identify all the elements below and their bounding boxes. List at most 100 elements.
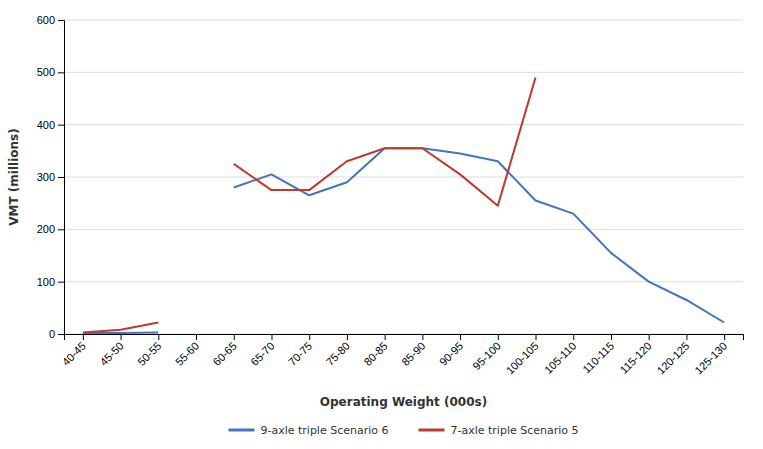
series-line [83,148,724,333]
y-tick-mark [58,20,64,21]
x-tick-mark [347,334,348,340]
grid [64,20,743,334]
x-tick-label: 95-100 [470,340,503,373]
y-tick-label: 100 [37,276,55,288]
plot: 40-45 45-50 50-55 55-60 60-65 65-70 70-75 75-80… [7,14,744,437]
legend: 9-axle triple Scenario 6 7-axle triple Sc… [228,424,578,437]
y-tick: 200 [37,223,64,235]
y-tick-mark [58,334,64,335]
x-tick-label: 70-75 [286,340,314,368]
x-tick-mark [309,334,310,340]
x-axis: 40-45 45-50 50-55 55-60 60-65 65-70 70-75 75-80… [60,334,744,377]
x-tick: 85-90 [399,334,427,368]
x-tick-label: 80-85 [361,340,389,368]
grid-line [64,281,743,282]
x-tick: 105-110 [542,334,578,376]
legend-swatch [228,429,254,432]
x-tick-mark [83,334,84,340]
legend-swatch [419,429,445,432]
y-tick-mark [58,72,64,73]
x-tick-label: 120-125 [655,340,692,377]
y-tick-label: 0 [49,328,55,340]
x-tick: 65-70 [248,334,276,368]
grid-line [64,72,743,73]
grid-line [64,177,743,178]
legend-item: 9-axle triple Scenario 6 [228,424,388,437]
y-tick-label: 300 [37,171,55,183]
x-tick: 100-105 [504,334,541,377]
legend-label: 9-axle triple Scenario 6 [260,424,388,437]
x-tick-label: 110-115 [580,340,616,376]
x-tick: 125-130 [692,334,729,377]
y-tick: 500 [37,66,64,78]
x-axis-title: Operating Weight (000s) [320,395,487,409]
x-tick-mark [686,334,687,340]
x-tick-mark [196,334,197,340]
x-tick: 120-125 [655,334,692,377]
x-tick: 45-50 [97,334,125,368]
x-tick-mark [611,334,612,340]
y-tick-mark [58,177,64,178]
x-tick-mark [724,334,725,340]
x-tick: 115-120 [617,334,653,376]
x-tick-mark [422,334,423,340]
x-tick: 95-100 [470,334,503,372]
y-tick: 100 [37,276,64,288]
lines [83,78,724,333]
x-tick-label: 55-60 [173,340,201,368]
x-tick-mark [573,334,574,340]
legend-label: 7-axle triple Scenario 5 [451,424,579,437]
y-tick-label: 600 [37,14,55,26]
grid-line [64,124,743,125]
x-tick: 40-45 [60,334,88,368]
x-tick: 60-65 [211,334,239,368]
axis-line [65,335,744,341]
y-axis-title: VMT (millions) [7,128,21,225]
y-tick-mark [58,229,64,230]
y-axis: 0 100 200 300 400 500 600 [37,14,65,340]
x-tick-mark [460,334,461,340]
x-tick: 90-95 [437,334,465,368]
x-tick-mark [649,334,650,340]
x-tick-label: 85-90 [399,340,427,368]
x-tick-label: 50-55 [135,340,163,368]
grid-line [64,20,743,21]
x-tick-mark [121,334,122,340]
x-tick-mark [158,334,159,340]
y-tick-label: 400 [37,119,55,131]
legend-item: 7-axle triple Scenario 5 [419,424,579,437]
y-tick: 600 [37,14,64,26]
x-tick-label: 100-105 [504,340,541,377]
x-tick-mark [536,334,537,340]
x-tick-label: 65-70 [248,340,276,368]
x-tick: 55-60 [173,334,201,368]
x-tick: 80-85 [361,334,389,368]
x-tick-label: 75-80 [324,340,352,368]
x-tick-label: 40-45 [60,340,88,368]
x-tick: 70-75 [286,334,314,368]
x-tick-label: 45-50 [97,340,125,368]
y-tick-label: 500 [37,66,55,78]
series-line [83,78,536,333]
x-tick-mark [498,334,499,340]
x-tick-mark [385,334,386,340]
x-tick-label: 90-95 [437,340,465,368]
x-tick: 110-115 [580,334,616,375]
x-tick: 75-80 [324,334,352,368]
x-tick-label: 60-65 [211,340,239,368]
x-tick-label: 105-110 [542,340,578,376]
x-tick: 50-55 [135,334,163,368]
x-tick-mark [271,334,272,340]
y-tick-label: 200 [37,223,55,235]
y-tick: 300 [37,171,64,183]
chart-container: 40-45 45-50 50-55 55-60 60-65 65-70 70-75 75-80… [0,0,763,449]
x-tick-label: 115-120 [617,340,653,376]
y-tick: 400 [37,119,64,131]
y-tick-mark [58,282,64,283]
x-tick-mark [234,334,235,340]
axis-line [58,21,65,335]
y-tick-mark [58,125,64,126]
y-tick: 0 [49,328,64,340]
x-tick-label: 125-130 [692,340,729,377]
grid-line [64,229,743,230]
